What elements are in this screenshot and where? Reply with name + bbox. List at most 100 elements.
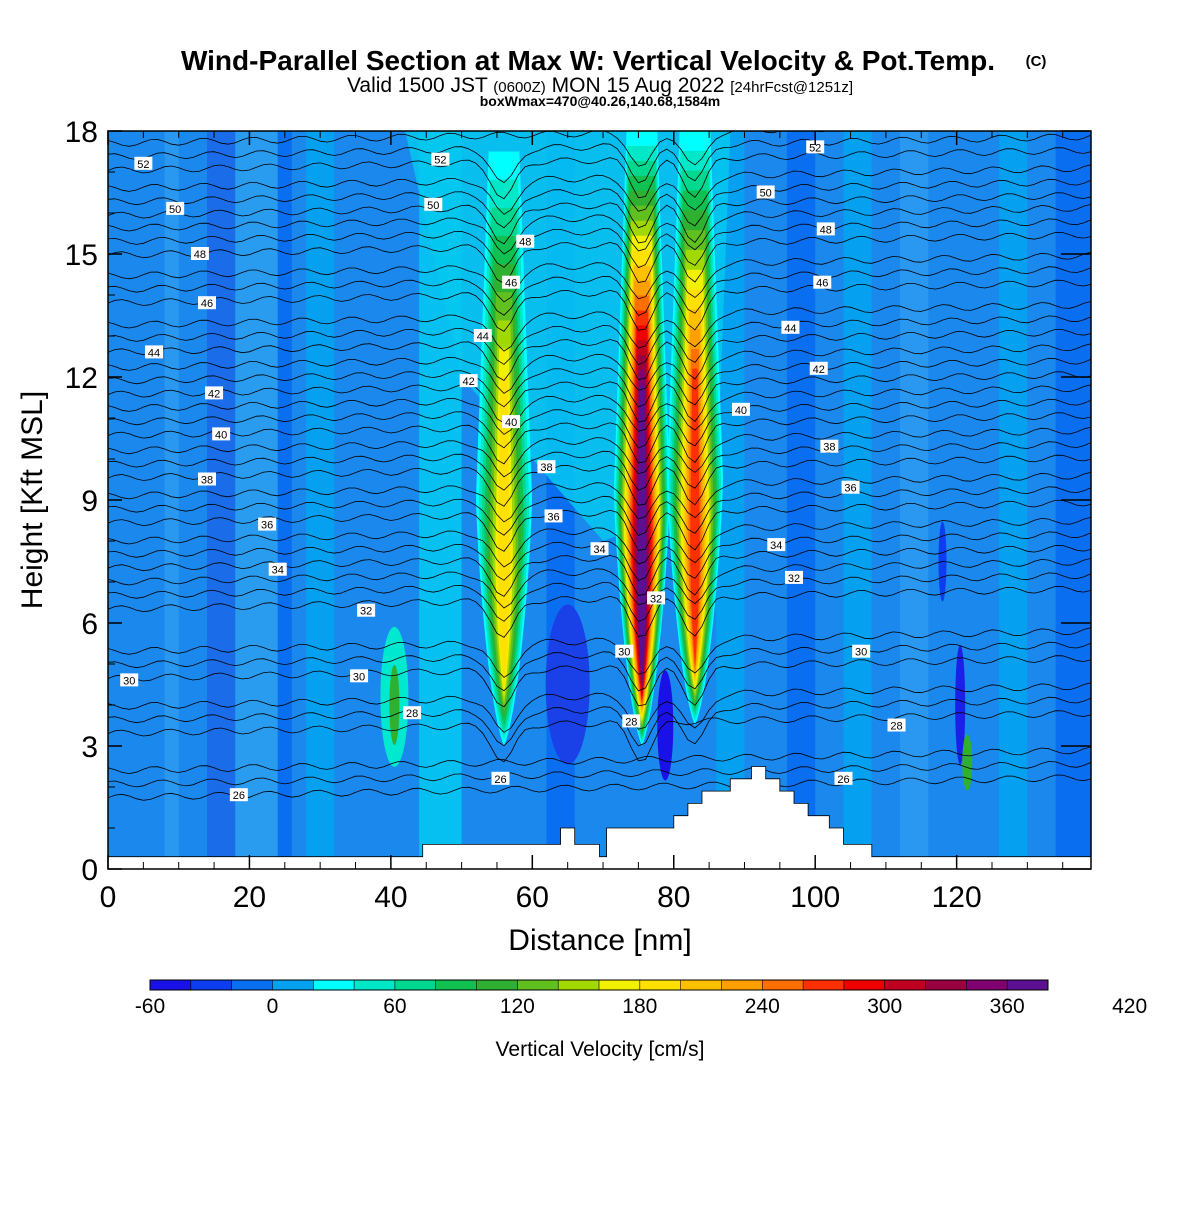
chart-title: Wind-Parallel Section at Max W: Vertical… (181, 45, 995, 76)
theta-label-text: 42 (208, 388, 220, 400)
theta-label-text: 40 (735, 405, 747, 417)
theta-label-box (544, 509, 563, 523)
theta-label: 44 (781, 320, 800, 335)
colorbar-swatch (517, 980, 559, 990)
theta-contour-line (108, 558, 1091, 609)
theta-label: 44 (144, 345, 163, 359)
theta-label-text: 26 (494, 774, 506, 786)
y-tick-label: 3 (81, 731, 98, 764)
colorbar-swatch (190, 980, 233, 990)
velocity-band (843, 131, 872, 869)
theta-label-text: 50 (427, 200, 439, 212)
theta-contour-line (108, 426, 1091, 478)
theta-label-box (350, 669, 369, 683)
theta-label-text: 44 (784, 323, 796, 335)
velocity-band (786, 131, 816, 869)
colorbar-swatch (843, 980, 886, 990)
theta-label: 42 (809, 361, 828, 376)
subtitle-utc: (0600Z) (493, 79, 546, 96)
theta-label: 26 (229, 788, 248, 802)
theta-label-box (166, 201, 185, 215)
theta-contour-line (108, 517, 1091, 568)
colorbar-tick-label: 0 (267, 995, 279, 1018)
theta-label-box (767, 538, 786, 552)
theta-label: 32 (647, 591, 666, 605)
y-axis-label: Height [Kft MSL] (16, 391, 49, 609)
x-tick-label: 80 (657, 881, 690, 914)
velocity-band (235, 131, 278, 869)
theta-label-box (229, 788, 248, 802)
y-tick-label: 9 (81, 485, 98, 518)
colorbar-swatch (558, 980, 600, 990)
colorbar-swatch (231, 980, 273, 990)
theta-label: 42 (459, 374, 478, 388)
theta-label: 38 (198, 472, 217, 487)
theta-contour-line (108, 131, 873, 167)
theta-contour-line (108, 471, 1091, 523)
downdraft-pocket (657, 670, 674, 781)
theta-contour-line (108, 761, 1091, 788)
y-tick-label: 6 (81, 608, 98, 641)
colorbar: -60 0 60 120 180 240 300 360 420 (135, 979, 1147, 1018)
theta-label-box (841, 480, 860, 494)
theta-label-text: 36 (547, 511, 559, 523)
theta-label: 48 (190, 247, 209, 261)
theta-label-text: 46 (816, 278, 828, 290)
theta-label: 28 (887, 718, 906, 733)
colorbar-swatch (925, 980, 967, 990)
theta-contour-line (108, 746, 1091, 775)
subtitle-forecast: [24hrFcst@1251z] (730, 79, 853, 96)
theta-label: 50 (424, 197, 443, 212)
theta-label: 42 (205, 386, 224, 400)
theta-label: 34 (767, 538, 786, 552)
theta-contour-line (108, 384, 1091, 435)
theta-label-box (809, 361, 828, 375)
theta-label-text: 44 (148, 347, 160, 359)
theta-label: 36 (258, 517, 277, 532)
colorbar-swatch (1007, 980, 1049, 990)
theta-label: 46 (502, 275, 521, 290)
x-tick-label: 20 (233, 881, 266, 914)
theta-label-box (459, 374, 478, 388)
theta-label-text: 28 (625, 716, 637, 728)
theta-label-text: 50 (169, 204, 181, 216)
theta-label-box (887, 718, 906, 732)
theta-label: 48 (516, 234, 535, 249)
theta-contour-line (108, 627, 1091, 678)
theta-label-box (212, 427, 231, 441)
theta-label-box (756, 185, 775, 199)
theta-contour-line (108, 572, 1091, 622)
theta-label-text: 30 (618, 647, 630, 659)
y-tick-label: 12 (65, 362, 98, 395)
theta-label-text: 52 (809, 142, 821, 154)
terrain-mask (107, 766, 1092, 870)
colorbar-swatch (803, 980, 845, 990)
theta-label: 30 (852, 644, 871, 659)
theta-label-text: 52 (137, 159, 149, 171)
colorbar-swatch (639, 980, 682, 990)
theta-label-box (615, 644, 634, 658)
y-tick-label: 15 (65, 239, 98, 272)
theta-label-text: 38 (201, 475, 213, 487)
x-tick-label: 0 (100, 881, 117, 914)
theta-label-text: 40 (215, 429, 227, 441)
colorbar-tick-label: 420 (1112, 995, 1147, 1018)
terrain-surface (107, 766, 1092, 870)
colorbar-swatch (313, 980, 355, 990)
theta-label-text: 48 (194, 249, 206, 261)
theta-label: 36 (544, 509, 563, 523)
velocity-band (277, 131, 292, 869)
colorbar-swatch (966, 980, 1008, 990)
velocity-band (334, 131, 377, 869)
theta-label: 52 (134, 156, 153, 171)
theta-label-box (198, 296, 217, 310)
theta-label-text: 34 (272, 565, 284, 577)
colorbar-swatch (884, 980, 927, 990)
theta-label-text: 42 (463, 376, 475, 388)
theta-label-box (816, 222, 835, 236)
theta-label-text: 26 (233, 790, 245, 802)
theta-label-box (268, 562, 287, 576)
downdraft-pocket (955, 645, 966, 765)
velocity-band (207, 131, 236, 869)
